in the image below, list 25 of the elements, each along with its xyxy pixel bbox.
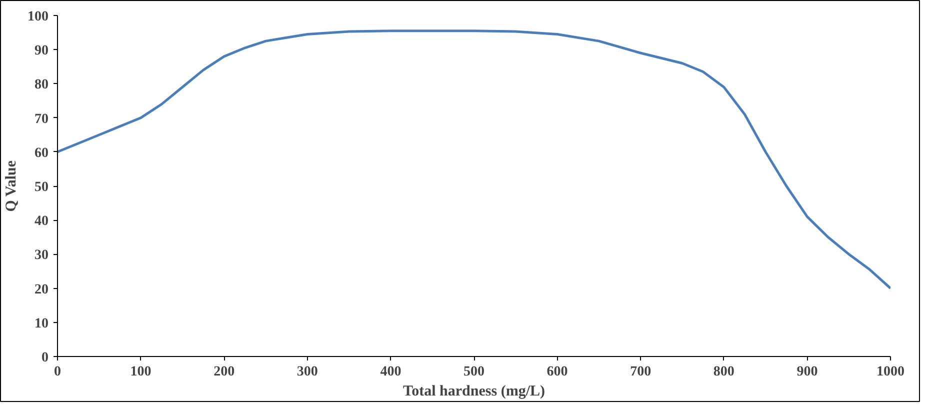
x-tick-label: 400 [380,364,402,380]
x-tick-label: 700 [630,364,652,380]
x-tick-label: 800 [713,364,734,380]
y-tick-label: 70 [34,112,48,127]
x-tick-label: 900 [796,364,818,380]
x-tick-label: 0 [54,364,61,380]
y-tick-label: 100 [28,10,48,24]
y-tick-label: 50 [34,180,48,195]
x-tick-label: 500 [464,364,484,380]
y-tick-label: 80 [34,78,48,93]
y-tick-label: 90 [34,44,48,59]
y-tick-label: 20 [34,282,48,298]
x-tick-label: 600 [546,364,568,380]
line-series [58,30,890,290]
x-tick-label: 200 [214,364,235,380]
y-tick-label: 10 [34,316,48,332]
y-tick-label: 60 [34,146,48,161]
y-tick-label: 30 [34,248,48,264]
y-tick-label: 0 [42,350,48,366]
x-tick-label: 300 [296,364,318,380]
x-tick-label: 1000 [876,364,904,380]
x-axis-title: Total hardness (mg/L) [403,384,545,400]
y-tick-label: 40 [34,214,48,230]
y-axis-title: Q Value [4,160,20,212]
x-tick-label: 100 [130,364,152,380]
